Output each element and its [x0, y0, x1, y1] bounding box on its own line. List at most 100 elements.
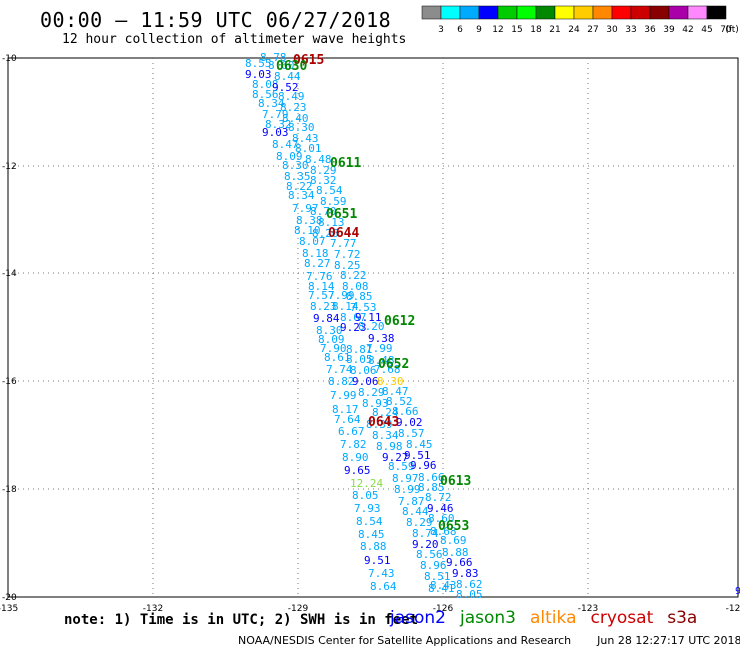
- wave-height-value: 8.59: [388, 460, 415, 473]
- wave-height-value: 9.66: [446, 556, 473, 569]
- scale-label: 9: [476, 25, 482, 35]
- wave-height-value: 8.14: [308, 280, 335, 293]
- wave-height-value: 8.88: [442, 546, 469, 559]
- wave-height-value: 7.97: [292, 202, 319, 215]
- wave-height-value: 8.98: [376, 440, 403, 453]
- wave-height-value: 8.32: [310, 174, 337, 187]
- scale-label: 3: [438, 25, 444, 35]
- wave-height-value: 9.51: [404, 449, 431, 462]
- scale-label: 27: [587, 25, 598, 35]
- wave-height-value: 8.56: [416, 548, 443, 561]
- y-tick-label: -20: [2, 593, 17, 603]
- wave-height-value: 8.64: [370, 580, 397, 593]
- track-time-label: 0612: [384, 314, 415, 329]
- wave-height-value: 7.68: [374, 363, 401, 376]
- wave-height-value: 8.35: [284, 170, 311, 183]
- x-tick-label: -126: [433, 604, 454, 614]
- scale-label: 36: [644, 25, 656, 35]
- track-time-label: 0652: [378, 357, 409, 372]
- satellite-legend-altika: altika: [530, 608, 577, 628]
- wave-height-value: 8.99: [394, 483, 421, 496]
- x-tick-label: -12: [726, 604, 740, 614]
- note-text: note: 1) Time is in UTC; 2) SWH is in fe…: [64, 612, 419, 628]
- wave-height-value: 8.29: [310, 164, 337, 177]
- wave-height-value: 8.13: [318, 216, 345, 229]
- wave-height-value: 8.17: [332, 403, 359, 416]
- wave-height-value: 8.41: [428, 582, 455, 595]
- wave-height-value: 8.51: [424, 570, 451, 583]
- wave-height-value: 9.02: [396, 416, 423, 429]
- wave-height-value: 8.45: [358, 528, 385, 541]
- wave-height-value: 8.38: [296, 214, 323, 227]
- wave-height-value: 8.08: [342, 280, 369, 293]
- wave-height-value: 8.18: [302, 247, 329, 260]
- scale-label: 21: [549, 25, 560, 35]
- scale-label: 6: [457, 25, 463, 35]
- wave-height-value: 8.62: [456, 578, 483, 591]
- wave-height-value: 8.05: [346, 353, 373, 366]
- wave-height-value: 7.72: [334, 248, 361, 261]
- wave-height-value: 8.30: [377, 375, 404, 388]
- wave-height-value: 7.82: [340, 438, 367, 451]
- y-tick-label: -12: [2, 162, 17, 172]
- wave-height-value: 7.57: [308, 289, 335, 302]
- wave-height-value: 8.22: [340, 269, 367, 282]
- wave-height-value: 8.44: [402, 505, 429, 518]
- wave-height-value: 8.82: [328, 375, 355, 388]
- wave-height-value: 8.10: [294, 224, 321, 237]
- wave-height-value: 8.85: [418, 481, 445, 494]
- wave-height-value: 7.99: [366, 342, 393, 355]
- wave-height-value: 8.48: [368, 354, 395, 367]
- wave-height-value: 8.90: [342, 451, 369, 464]
- wave-height-value: 9.03: [245, 68, 272, 81]
- satellite-legend-jason2: jason2: [390, 608, 446, 628]
- wave-height-value: 7.74: [326, 363, 353, 376]
- wave-height-value: 8.56: [252, 88, 279, 101]
- color-scale-legend: 3 6 9 12 15 18 21 24 27 30 33 36 39 42 45 70(ft): [421, 5, 739, 35]
- wave-height-value: 8.49: [278, 90, 305, 103]
- wave-height-value: 8.22: [286, 180, 313, 193]
- edge-value: 9: [735, 586, 740, 597]
- wave-height-value: 7.79: [262, 108, 289, 121]
- wave-height-value: 8.09: [276, 150, 303, 163]
- wave-height-value: 9.27: [382, 451, 409, 464]
- wave-height-value: 8.30: [316, 324, 343, 337]
- wave-height-value: 8.25: [334, 259, 361, 272]
- track-time-label: 0613: [440, 474, 471, 489]
- track-time-label: 0611: [330, 156, 361, 171]
- y-tick-label: -16: [2, 377, 17, 387]
- scale-label: 33: [625, 25, 636, 35]
- wave-height-value: 8.05: [456, 588, 483, 601]
- scale-label: 70: [720, 25, 732, 35]
- wave-height-value: 8.43: [292, 132, 319, 145]
- wave-height-value: 9.52: [272, 81, 299, 94]
- x-tick-label: -135: [0, 604, 18, 614]
- wave-height-value: 8.26: [312, 227, 339, 240]
- footer-timestamp: Jun 28 12:27:17 UTC 2018: [597, 634, 740, 647]
- wave-height-value: 8.66: [392, 405, 419, 418]
- wave-height-value: 7.93: [354, 502, 381, 515]
- wave-height-value: 8.30: [288, 121, 315, 134]
- y-tick-label: -14: [2, 269, 17, 279]
- wave-height-value: 8.29: [358, 386, 385, 399]
- wave-height-value: 8.66: [418, 471, 445, 484]
- y-tick-label: -10: [2, 54, 17, 64]
- wave-height-value: 7.77: [330, 237, 357, 250]
- wave-height-value: 8.81: [346, 343, 373, 356]
- wave-height-value: 8.14: [332, 300, 359, 313]
- wave-height-value: 7.53: [350, 301, 377, 314]
- wave-height-value: 8.23: [280, 101, 307, 114]
- wave-height-value: 8.47: [272, 138, 299, 151]
- wave-height-value: 8.43: [430, 579, 457, 592]
- footer-credit: NOAA/NESDIS Center for Satellite Applica…: [238, 634, 572, 647]
- track-time-label: 0644: [328, 226, 359, 241]
- scale-label: 18: [530, 25, 542, 35]
- wave-height-value: 8.39: [366, 418, 393, 431]
- y-tick-label: -18: [2, 485, 17, 495]
- wave-height-value: 8.40: [282, 112, 309, 125]
- wave-height-value: 8.88: [360, 540, 387, 553]
- wave-height-value: 8.74: [412, 527, 439, 540]
- satellite-legend-s3a: s3a: [667, 608, 698, 628]
- wave-height-value: 8.57: [398, 427, 425, 440]
